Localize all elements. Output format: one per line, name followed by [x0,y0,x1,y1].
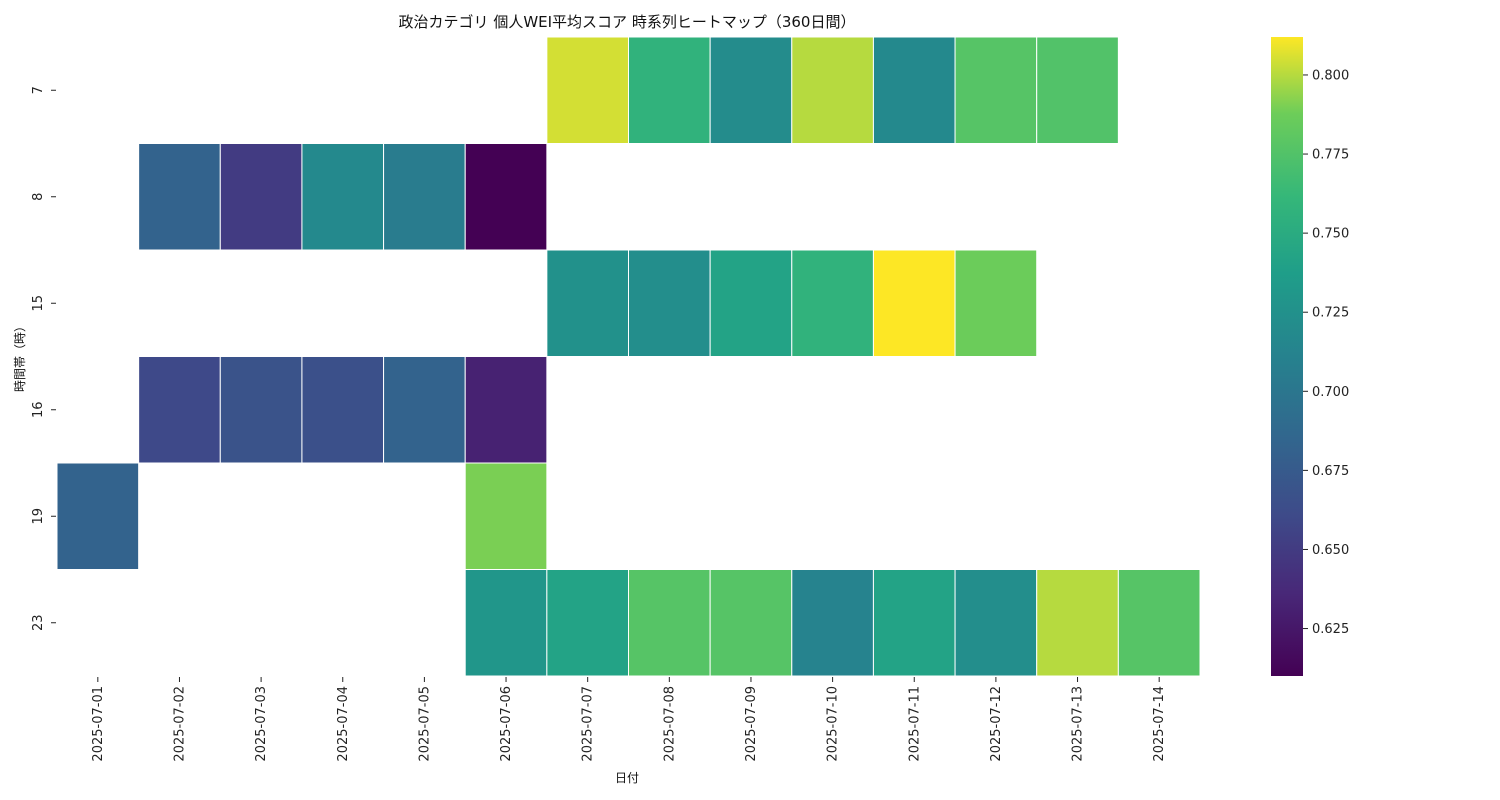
colorbar [1271,37,1303,676]
heatmap-cell [791,36,874,144]
x-tick-label: 2025-07-13 [1071,686,1086,762]
heatmap-cell [301,356,385,464]
y-tick-label: 16 [31,401,46,418]
heatmap-cell [464,569,548,677]
heatmap-cell [301,143,385,251]
colorbar-tick-label: 0.650 [1312,543,1349,558]
colorbar-tick-label: 0.700 [1312,385,1349,400]
x-tick-label: 2025-07-04 [336,686,351,762]
x-tick-label: 2025-07-02 [172,686,187,762]
y-axis-ticks: 7 8 15 16 19 23 [31,86,56,631]
heatmap-cell [138,143,221,251]
heatmap-cell [383,143,466,251]
heatmap-cell [464,462,548,570]
y-tick-label: 8 [31,193,46,201]
heatmap-cell [1036,36,1119,144]
heatmap-cell [219,143,303,251]
heatmap-cell [872,249,956,357]
heatmap-cell [1117,569,1201,677]
x-tick-label: 2025-07-01 [91,686,106,762]
x-axis-label: 日付 [615,771,639,785]
heatmap-cell [464,356,548,464]
heatmap-cell [628,36,711,144]
colorbar-tick-label: 0.625 [1312,622,1349,637]
heatmap-cell [954,36,1038,144]
x-tick-label: 2025-07-06 [499,686,514,762]
colorbar-tick-label: 0.775 [1312,148,1349,163]
x-tick-label: 2025-07-07 [581,686,596,762]
heatmap-cell [546,569,629,677]
heatmap-cell [138,356,221,464]
y-axis-label: 時間帯（時） [13,320,27,392]
x-tick-label: 2025-07-08 [662,686,677,762]
x-axis-ticks: 2025-07-01 2025-07-02 2025-07-03 2025-07-04… [91,677,1167,762]
colorbar-ticks: 0.625 0.650 0.675 0.700 0.725 0.750 0.775 0.800 [1303,68,1349,637]
heatmap-cell [954,569,1038,677]
x-tick-label: 2025-07-10 [826,686,841,762]
heatmap-cell [954,249,1038,357]
x-tick-label: 2025-07-05 [417,686,432,762]
colorbar-tick-label: 0.750 [1312,227,1349,242]
heatmap-cell [791,249,874,357]
x-tick-label: 2025-07-03 [254,686,269,762]
colorbar-tick-label: 0.725 [1312,306,1349,321]
heatmap-cell [628,569,711,677]
x-tick-label: 2025-07-09 [744,686,759,762]
heatmap-cell [872,569,956,677]
x-tick-label: 2025-07-12 [989,686,1004,762]
heatmap-cell [546,36,629,144]
heatmap-cell [709,36,793,144]
y-tick-label: 23 [31,614,46,631]
colorbar-tick-label: 0.800 [1312,68,1349,83]
heatmap-cell [791,569,874,677]
heatmap-cell [872,36,956,144]
heatmap-cell [383,356,466,464]
heatmap-cells [56,36,1201,677]
colorbar-tick-label: 0.675 [1312,464,1349,479]
heatmap-cell [219,356,303,464]
heatmap-cell [1036,569,1119,677]
heatmap-cell [464,143,548,251]
heatmap-cell [709,569,793,677]
heatmap-cell [546,249,629,357]
x-tick-label: 2025-07-14 [1152,686,1167,762]
heatmap-cell [709,249,793,357]
heatmap-cell [628,249,711,357]
x-tick-label: 2025-07-11 [907,686,922,762]
heatmap-cell [56,462,140,570]
y-tick-label: 19 [31,508,46,525]
y-tick-label: 7 [31,86,46,94]
y-tick-label: 15 [31,295,46,312]
chart-title: 政治カテゴリ 個人WEI平均スコア 時系列ヒートマップ（360日間） [399,13,856,31]
